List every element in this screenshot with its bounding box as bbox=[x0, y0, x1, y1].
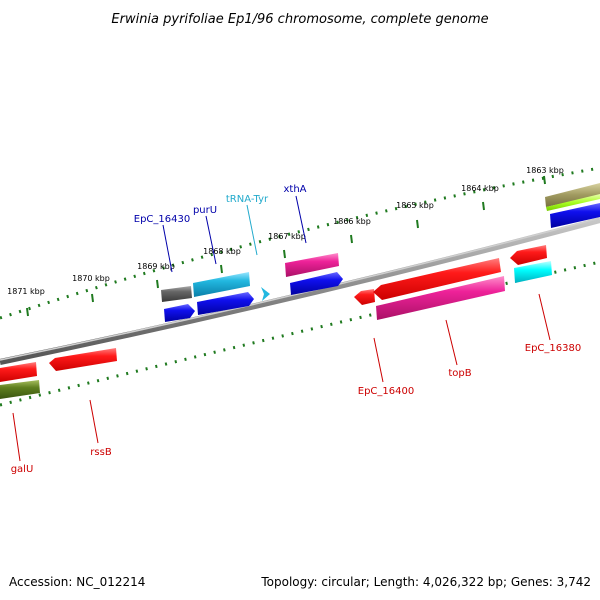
gene-rssb-feature bbox=[49, 348, 117, 371]
gene-label-puru: purU bbox=[193, 205, 217, 216]
gene-blue-arrow-1 bbox=[164, 304, 195, 322]
gene-label-galu: galU bbox=[11, 464, 34, 475]
gene-puru-feature bbox=[193, 272, 250, 297]
kbp-label-1867: 1867 kbp bbox=[268, 232, 306, 241]
gene-epc16380-feature bbox=[514, 261, 552, 283]
gene-topb-feature bbox=[376, 276, 505, 320]
gene-blue-arrow-3 bbox=[290, 272, 343, 295]
gene-epc16400-feature bbox=[354, 289, 375, 305]
gene-label-epc16430: EpC_16430 bbox=[134, 214, 190, 225]
gene-tan-feature bbox=[545, 183, 600, 207]
kbp-label-1863: 1863 kbp bbox=[526, 166, 564, 175]
gene-galu-feature bbox=[0, 362, 37, 382]
gene-xtha-feature bbox=[285, 253, 339, 277]
gene-label-rssb: rssB bbox=[90, 447, 112, 458]
gene-olive-feature bbox=[0, 380, 40, 399]
gene-trna-tyr-feature bbox=[261, 287, 270, 301]
gene-label-trna-tyr: tRNA-Tyr bbox=[226, 194, 269, 205]
kbp-scale: 1863 kbp 1864 kbp 1865 kbp 1866 kbp 1867… bbox=[7, 166, 564, 317]
genome-summary-text: Topology: circular; Length: 4,026,322 bp… bbox=[260, 575, 591, 589]
gene-features bbox=[0, 183, 600, 399]
kbp-label-1871: 1871 kbp bbox=[7, 287, 45, 296]
kbp-label-1868: 1868 kbp bbox=[203, 247, 241, 256]
page-title: Erwinia pyrifoliae Ep1/96 chromosome, co… bbox=[111, 12, 488, 27]
gene-epc16430-feature bbox=[161, 286, 192, 302]
kbp-label-1865: 1865 kbp bbox=[396, 201, 434, 210]
gene-labels: EpC_16430 purU tRNA-Tyr xthA galU rssB E… bbox=[11, 184, 582, 475]
gene-label-epc16400: EpC_16400 bbox=[358, 386, 414, 397]
gene-label-epc16380: EpC_16380 bbox=[525, 343, 581, 354]
kbp-label-1869: 1869 kbp bbox=[137, 262, 175, 271]
chromosome-backbone bbox=[0, 217, 600, 365]
gene-label-xtha: xthA bbox=[283, 184, 306, 195]
gene-blue-arrow-4 bbox=[550, 203, 600, 228]
gene-label-topb: topB bbox=[448, 368, 471, 379]
label-connectors bbox=[12, 195, 551, 462]
accession-text: Accession: NC_012214 bbox=[9, 575, 145, 589]
gene-red-arrow-right bbox=[510, 245, 547, 265]
kbp-label-1866: 1866 kbp bbox=[333, 217, 371, 226]
gene-topb-red-feature bbox=[373, 258, 501, 300]
kbp-label-1870: 1870 kbp bbox=[72, 274, 110, 283]
gene-blue-arrow-2 bbox=[197, 292, 254, 315]
gene-lime-feature bbox=[546, 194, 600, 211]
kbp-label-1864: 1864 kbp bbox=[461, 184, 499, 193]
